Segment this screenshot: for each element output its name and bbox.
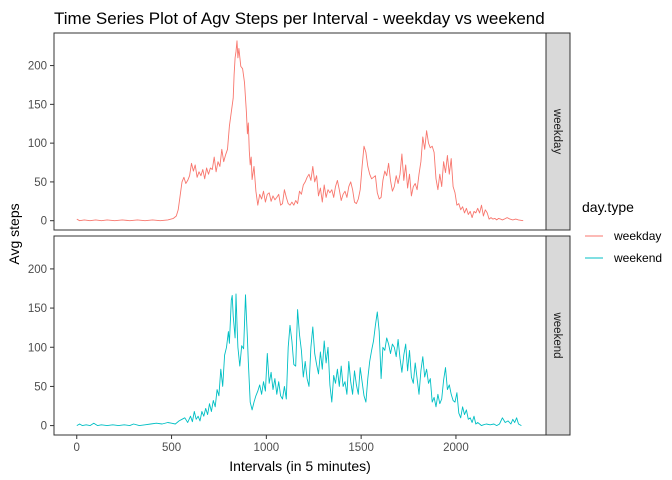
y-axis-title: Avg steps — [6, 203, 22, 264]
y-axis-weekday: 0 50 100 150 200 — [28, 61, 54, 228]
x-tick-label-500: 500 — [162, 442, 181, 454]
x-tick-label-1500: 1500 — [348, 442, 374, 454]
y-tick-label-weekend-200: 200 — [28, 264, 47, 276]
legend-label-weekday: weekday — [613, 229, 661, 243]
y-tick-label-weekend-50: 50 — [34, 381, 47, 393]
strip-label-weekend: weekend — [551, 311, 563, 358]
y-tick-label-weekday-150: 150 — [28, 99, 47, 111]
series-line-weekday — [76, 40, 524, 222]
x-tick-label-2000: 2000 — [443, 442, 469, 454]
strip-weekend-background — [545, 235, 571, 436]
series-line-weekend — [76, 293, 522, 427]
x-tick-label-0: 0 — [74, 442, 80, 454]
x-tick-label-1000: 1000 — [254, 442, 280, 454]
strip-label-weekday: weekday — [551, 108, 563, 155]
legend: day.type weekday weekend — [582, 199, 662, 265]
y-tick-label-weekend-0: 0 — [41, 421, 47, 433]
panel-weekday-frame — [53, 32, 547, 231]
legend-title: day.type — [582, 199, 634, 215]
strip-weekday: weekday — [545, 32, 571, 231]
y-tick-label-weekday-50: 50 — [34, 177, 47, 189]
y-axis-weekend: 0 50 100 150 200 — [28, 264, 54, 433]
x-axis: 0 500 1000 1500 2000 — [74, 435, 469, 454]
strip-weekday-background — [545, 32, 571, 231]
y-tick-label-weekend-100: 100 — [28, 342, 47, 354]
strip-weekend: weekend — [545, 235, 571, 436]
panel-weekday — [53, 32, 547, 231]
legend-label-weekend: weekend — [613, 251, 662, 265]
y-tick-label-weekend-150: 150 — [28, 303, 47, 315]
panel-weekend — [53, 235, 547, 436]
y-tick-label-weekday-200: 200 — [28, 61, 47, 73]
y-tick-label-weekday-0: 0 — [41, 216, 47, 228]
y-tick-label-weekday-100: 100 — [28, 138, 47, 150]
chart-title: Time Series Plot of Agv Steps per Interv… — [54, 9, 545, 28]
x-axis-title: Intervals (in 5 minutes) — [229, 458, 371, 474]
